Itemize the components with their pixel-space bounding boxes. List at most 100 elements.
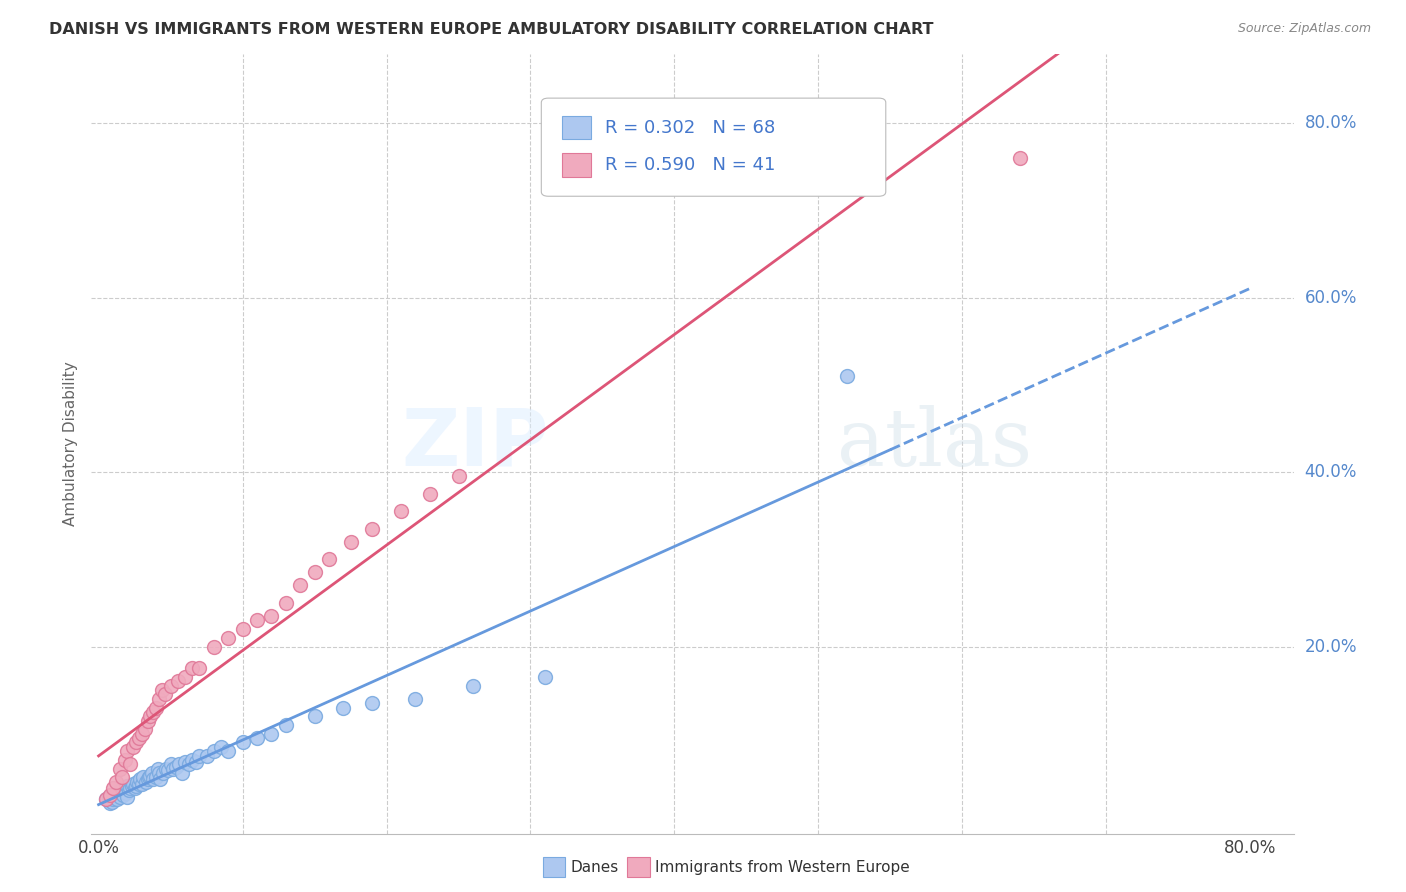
Text: DANISH VS IMMIGRANTS FROM WESTERN EUROPE AMBULATORY DISABILITY CORRELATION CHART: DANISH VS IMMIGRANTS FROM WESTERN EUROPE…	[49, 22, 934, 37]
Point	[142, 772, 165, 786]
Text: R = 0.302   N = 68: R = 0.302 N = 68	[605, 119, 775, 136]
Point	[111, 770, 134, 784]
Point	[202, 744, 225, 758]
Point	[419, 487, 441, 501]
Point	[461, 679, 484, 693]
Point	[131, 727, 153, 741]
Point	[98, 797, 121, 811]
Point	[181, 753, 204, 767]
Point	[100, 795, 122, 809]
Y-axis label: Ambulatory Disability: Ambulatory Disability	[63, 361, 79, 526]
Point	[166, 674, 188, 689]
Text: 40.0%: 40.0%	[1305, 463, 1357, 481]
Point	[134, 723, 156, 737]
Point	[165, 760, 187, 774]
Text: 80.0%: 80.0%	[1305, 114, 1357, 132]
Point	[288, 578, 311, 592]
Point	[148, 766, 170, 780]
Text: R = 0.590   N = 41: R = 0.590 N = 41	[605, 156, 775, 174]
Point	[142, 705, 165, 719]
Point	[101, 792, 124, 806]
Point	[181, 661, 204, 675]
Point	[447, 469, 470, 483]
Point	[304, 709, 326, 723]
Text: Immigrants from Western Europe: Immigrants from Western Europe	[655, 860, 910, 874]
Point	[152, 766, 174, 780]
Point	[148, 691, 170, 706]
Point	[332, 700, 354, 714]
Point	[1008, 151, 1031, 165]
Point	[108, 762, 131, 776]
Point	[117, 744, 139, 758]
Point	[209, 739, 232, 754]
Point	[98, 788, 121, 802]
Point	[128, 777, 150, 791]
Point	[117, 779, 139, 793]
Point	[246, 613, 269, 627]
Point	[202, 640, 225, 654]
Point	[167, 757, 190, 772]
Point	[361, 522, 384, 536]
Point	[114, 753, 136, 767]
Point	[159, 757, 181, 772]
Point	[139, 768, 162, 782]
Point	[120, 757, 142, 772]
Point	[97, 789, 120, 804]
Point	[534, 670, 557, 684]
Point	[117, 789, 139, 804]
Text: ZIP: ZIP	[401, 405, 548, 483]
Point	[304, 566, 326, 580]
Point	[232, 622, 254, 636]
Point	[274, 718, 297, 732]
Point	[260, 727, 283, 741]
Point	[149, 772, 172, 786]
Point	[146, 762, 169, 776]
Point	[111, 780, 134, 795]
Point	[120, 780, 142, 795]
Text: 60.0%: 60.0%	[1305, 289, 1357, 307]
Text: 20.0%: 20.0%	[1305, 638, 1357, 656]
Point	[94, 792, 117, 806]
Point	[389, 504, 412, 518]
Text: atlas: atlas	[837, 405, 1032, 483]
Point	[124, 780, 146, 795]
Point	[195, 748, 218, 763]
Point	[127, 774, 149, 789]
Point	[162, 762, 184, 776]
Point	[121, 779, 143, 793]
Point	[156, 764, 179, 778]
Point	[112, 788, 135, 802]
Point	[118, 783, 141, 797]
Point	[136, 714, 159, 728]
Point	[217, 744, 239, 758]
Point	[136, 772, 159, 786]
Point	[150, 683, 173, 698]
Point	[232, 735, 254, 749]
Point	[246, 731, 269, 745]
Point	[141, 766, 163, 780]
Point	[114, 783, 136, 797]
Point	[103, 789, 125, 804]
Text: Danes: Danes	[571, 860, 619, 874]
Point	[138, 770, 160, 784]
Point	[339, 534, 361, 549]
Point	[125, 735, 148, 749]
Point	[404, 691, 426, 706]
Point	[115, 786, 138, 800]
Point	[145, 770, 167, 784]
Point	[111, 786, 134, 800]
Point	[274, 596, 297, 610]
Point	[145, 700, 167, 714]
Point	[135, 774, 157, 789]
Point	[101, 780, 124, 795]
Point	[104, 786, 127, 800]
Point	[122, 739, 145, 754]
Point	[101, 788, 124, 802]
Point	[131, 777, 153, 791]
Point	[260, 609, 283, 624]
Point	[186, 755, 208, 769]
Text: Source: ZipAtlas.com: Source: ZipAtlas.com	[1237, 22, 1371, 36]
Point	[132, 770, 155, 784]
Point	[108, 783, 131, 797]
Point	[318, 552, 340, 566]
